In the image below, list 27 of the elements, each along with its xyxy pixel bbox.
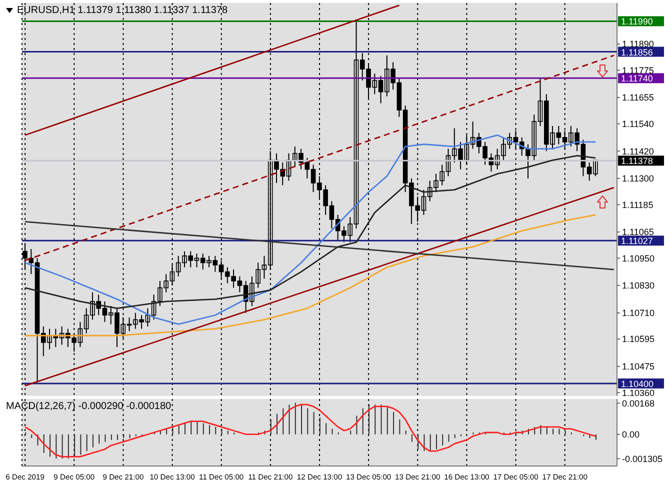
y-tick-label: 1.11890	[622, 39, 654, 50]
y-tick-label: 1.10360	[622, 388, 655, 398]
y-tick-label: 1.10950	[622, 253, 655, 264]
y-tick-label: 1.10595	[622, 334, 655, 344]
y-tick-label: 1.10830	[622, 280, 655, 291]
ref-line-label: 1.11027	[621, 236, 653, 246]
y-tick-label: 1.11655	[622, 92, 654, 103]
ref-line-label: 1.11378	[621, 156, 653, 166]
chart-title: MACD(12,26,7) -0.000290 -0.000180	[6, 401, 172, 412]
y-tick-label: 1.10475	[622, 362, 655, 372]
ref-line-label: 1.11740	[621, 74, 653, 84]
ref-line-label: 1.10400	[621, 378, 654, 389]
y-tick-label: 1.11540	[622, 118, 654, 129]
y-tick-label: 0.00	[622, 430, 640, 440]
y-tick-label: -0.001305	[622, 454, 663, 464]
y-tick-label: 1.11775	[622, 65, 654, 76]
y-tick-label: 1.11300	[622, 174, 654, 184]
y-tick-label: 1.10710	[622, 308, 655, 318]
chart-title: EURUSD,H1 1.11379 1.11380 1.11337 1.11378	[17, 5, 228, 16]
y-tick-label: 1.11065	[622, 227, 654, 238]
y-tick-label: 1.11185	[622, 200, 654, 210]
y-tick-label: 0.00168	[622, 398, 655, 408]
line-series	[24, 154, 596, 309]
ref-line-label: 1.11990	[621, 16, 653, 27]
y-tick-label: 1.11420	[622, 146, 654, 156]
line-series	[24, 214, 596, 336]
ref-line-label: 1.11856	[621, 47, 653, 58]
